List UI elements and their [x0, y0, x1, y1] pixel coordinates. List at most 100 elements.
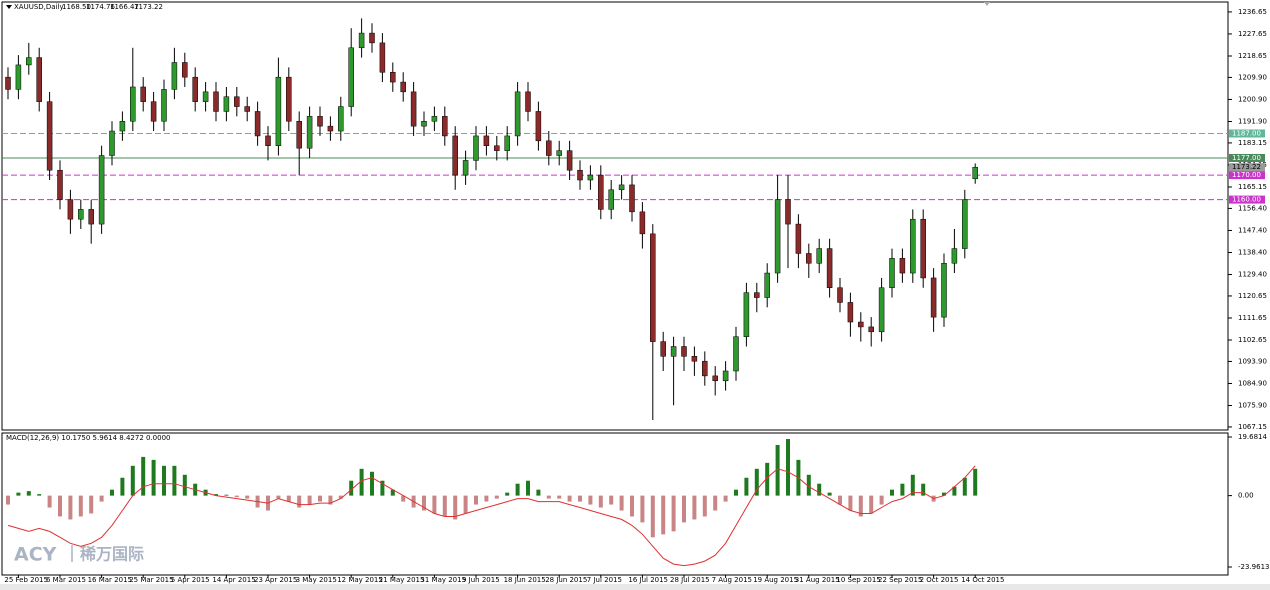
x-tick-label: 28 Jul 2015 — [670, 576, 710, 584]
candle-body — [691, 356, 698, 362]
macd-bar — [110, 489, 114, 496]
candle-body — [150, 101, 157, 122]
macd-bar — [318, 495, 322, 502]
macd-bar — [297, 495, 302, 508]
shift-marker — [984, 2, 990, 6]
macd-bar — [47, 495, 52, 508]
candle-body — [348, 47, 354, 107]
candle-body — [514, 91, 521, 137]
macd-bar — [786, 439, 790, 496]
candle-body — [379, 42, 386, 73]
macd-bar — [765, 462, 770, 496]
macd-bar — [827, 492, 832, 496]
y-tick-label: 1209.90 — [1238, 73, 1267, 81]
candle-body — [296, 120, 302, 149]
macd-bar — [578, 495, 582, 502]
y-tick-label: 1227.65 — [1238, 30, 1267, 38]
candle-body — [5, 76, 11, 90]
y-tick-label: 1183.15 — [1238, 139, 1267, 147]
macd-bar — [692, 495, 697, 520]
watermark-name: 稀万国际 — [80, 545, 144, 564]
macd-bar — [276, 495, 281, 499]
candle-body — [410, 91, 417, 127]
header-value: 1168.50 — [62, 3, 91, 11]
macd-bar — [921, 483, 926, 496]
macd-bar — [328, 495, 333, 505]
y-tick-label: 1120.65 — [1238, 292, 1267, 300]
x-tick-label: 28 Jun 2015 — [545, 576, 587, 584]
level-tag — [1229, 153, 1265, 162]
macd-bar — [775, 444, 780, 496]
x-tick-label: 25 Feb 2015 — [4, 576, 48, 584]
candle-body — [941, 263, 947, 318]
x-tick-label: 31 Aug 2015 — [795, 576, 840, 584]
candle-body — [431, 116, 438, 122]
candle-body — [109, 130, 115, 156]
macd-bar — [182, 474, 187, 496]
candle-body — [286, 76, 292, 122]
candle-body — [702, 360, 708, 377]
macd-bar — [619, 495, 624, 511]
candle-body — [192, 76, 198, 102]
macd-bar — [380, 480, 385, 496]
candle-body — [681, 346, 687, 357]
candle-body — [317, 116, 323, 127]
candle-body — [504, 135, 510, 151]
y-tick-label: 0.00 — [1238, 492, 1254, 500]
macd-bar — [422, 495, 426, 511]
candle-body — [847, 302, 854, 323]
candle-body — [254, 111, 261, 137]
level-label: 1177.00 — [1232, 154, 1261, 162]
candle-body — [182, 62, 188, 78]
header-value: 1166.47 — [110, 3, 139, 11]
macd-bar — [869, 495, 874, 514]
price-panel — [1, 1, 1229, 431]
candle-body — [722, 370, 729, 382]
candle-body — [816, 248, 822, 264]
candle-body — [910, 218, 916, 274]
candle-body — [972, 166, 978, 180]
macd-bar — [141, 456, 146, 496]
macd-bar — [401, 495, 406, 502]
candle-body — [650, 233, 656, 342]
price-tag — [1229, 163, 1265, 172]
macd-bar — [68, 495, 73, 520]
candle-body — [920, 218, 926, 279]
x-tick-label: 25 Mar 2015 — [129, 576, 173, 584]
candle-body — [878, 287, 885, 333]
candle-body — [369, 32, 375, 44]
macd-bar — [661, 495, 666, 535]
macd-bar — [734, 489, 738, 496]
y-tick-label: 1067.15 — [1238, 423, 1267, 431]
candle-body — [171, 62, 178, 90]
candle-body — [712, 375, 718, 382]
x-tick-label: 5 Apr 2015 — [171, 576, 210, 584]
x-tick-label: 31 May 2015 — [420, 576, 466, 584]
x-tick-label: 16 Mar 2015 — [88, 576, 132, 584]
candle-body — [462, 160, 469, 176]
macd-bar — [78, 495, 83, 517]
macd-bar — [463, 495, 468, 514]
candle-body — [78, 209, 84, 220]
macd-bar — [390, 489, 395, 496]
macd-bar — [702, 495, 707, 517]
candle-body — [36, 57, 42, 102]
macd-bar — [515, 483, 520, 496]
candle-body — [473, 135, 479, 161]
macd-bar — [89, 495, 94, 514]
y-tick-label: 1129.40 — [1238, 271, 1267, 279]
macd-bar — [505, 492, 510, 496]
level-label: 1187.00 — [1232, 129, 1261, 137]
x-tick-label: 19 Aug 2015 — [753, 576, 798, 584]
candle-body — [88, 209, 94, 225]
candle-body — [826, 248, 833, 288]
candle-body — [733, 336, 739, 372]
macd-bar — [494, 495, 499, 499]
candle-body — [556, 150, 562, 156]
candle-body — [327, 125, 334, 132]
macd-bar — [588, 495, 593, 505]
y-tick-label: 19.6814 — [1238, 433, 1267, 441]
candle-body — [837, 287, 843, 303]
macd-bar — [598, 495, 603, 508]
